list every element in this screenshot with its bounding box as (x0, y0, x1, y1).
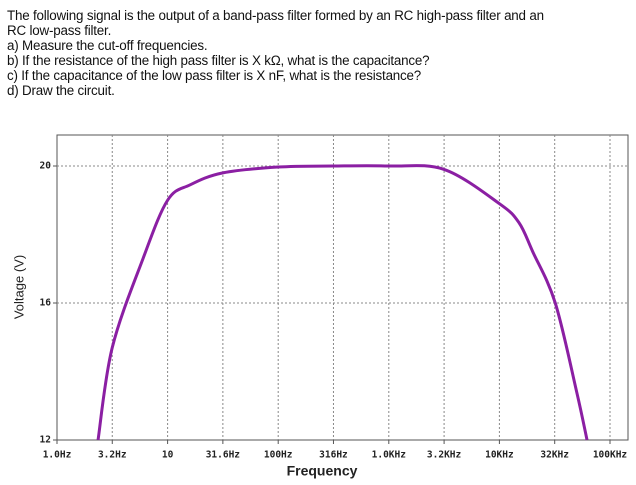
y-tick-label: 20 (40, 161, 52, 172)
x-tick-label: 3.2Hz (98, 450, 127, 461)
question-item: d) Draw the circuit. (7, 83, 115, 98)
x-tick-label: 1.0Hz (43, 450, 72, 461)
x-tick-label: 10KHz (485, 450, 514, 461)
question-text: RC low-pass filter. (7, 23, 112, 38)
question-item: a) Measure the cut-off frequencies. (7, 38, 208, 53)
y-tick-label: 16 (40, 298, 52, 309)
x-tick-label: 100KHz (593, 450, 628, 461)
question-text: The following signal is the output of a … (7, 8, 544, 23)
x-tick-label: 31.6Hz (206, 450, 241, 461)
x-axis-label: Frequency (287, 463, 358, 479)
x-tick-label: 316Hz (319, 450, 348, 461)
y-tick-label: 12 (40, 435, 51, 446)
x-tick-label: 3.2KHz (427, 450, 462, 461)
x-tick-label: 32KHz (540, 450, 569, 461)
plot-frame (56, 134, 629, 441)
y-axis-label: Voltage (V) (11, 255, 26, 319)
question: The following signal is the output of a … (7, 8, 633, 98)
x-tick-label: 1.0KHz (372, 450, 407, 461)
x-tick-label: 10 (162, 450, 174, 461)
line (96, 164, 589, 441)
x-tick-label: 100Hz (264, 450, 293, 461)
question-item: c) If the capacitance of the low pass fi… (7, 68, 422, 83)
question-item: b) If the resistance of the high pass fi… (7, 53, 430, 68)
